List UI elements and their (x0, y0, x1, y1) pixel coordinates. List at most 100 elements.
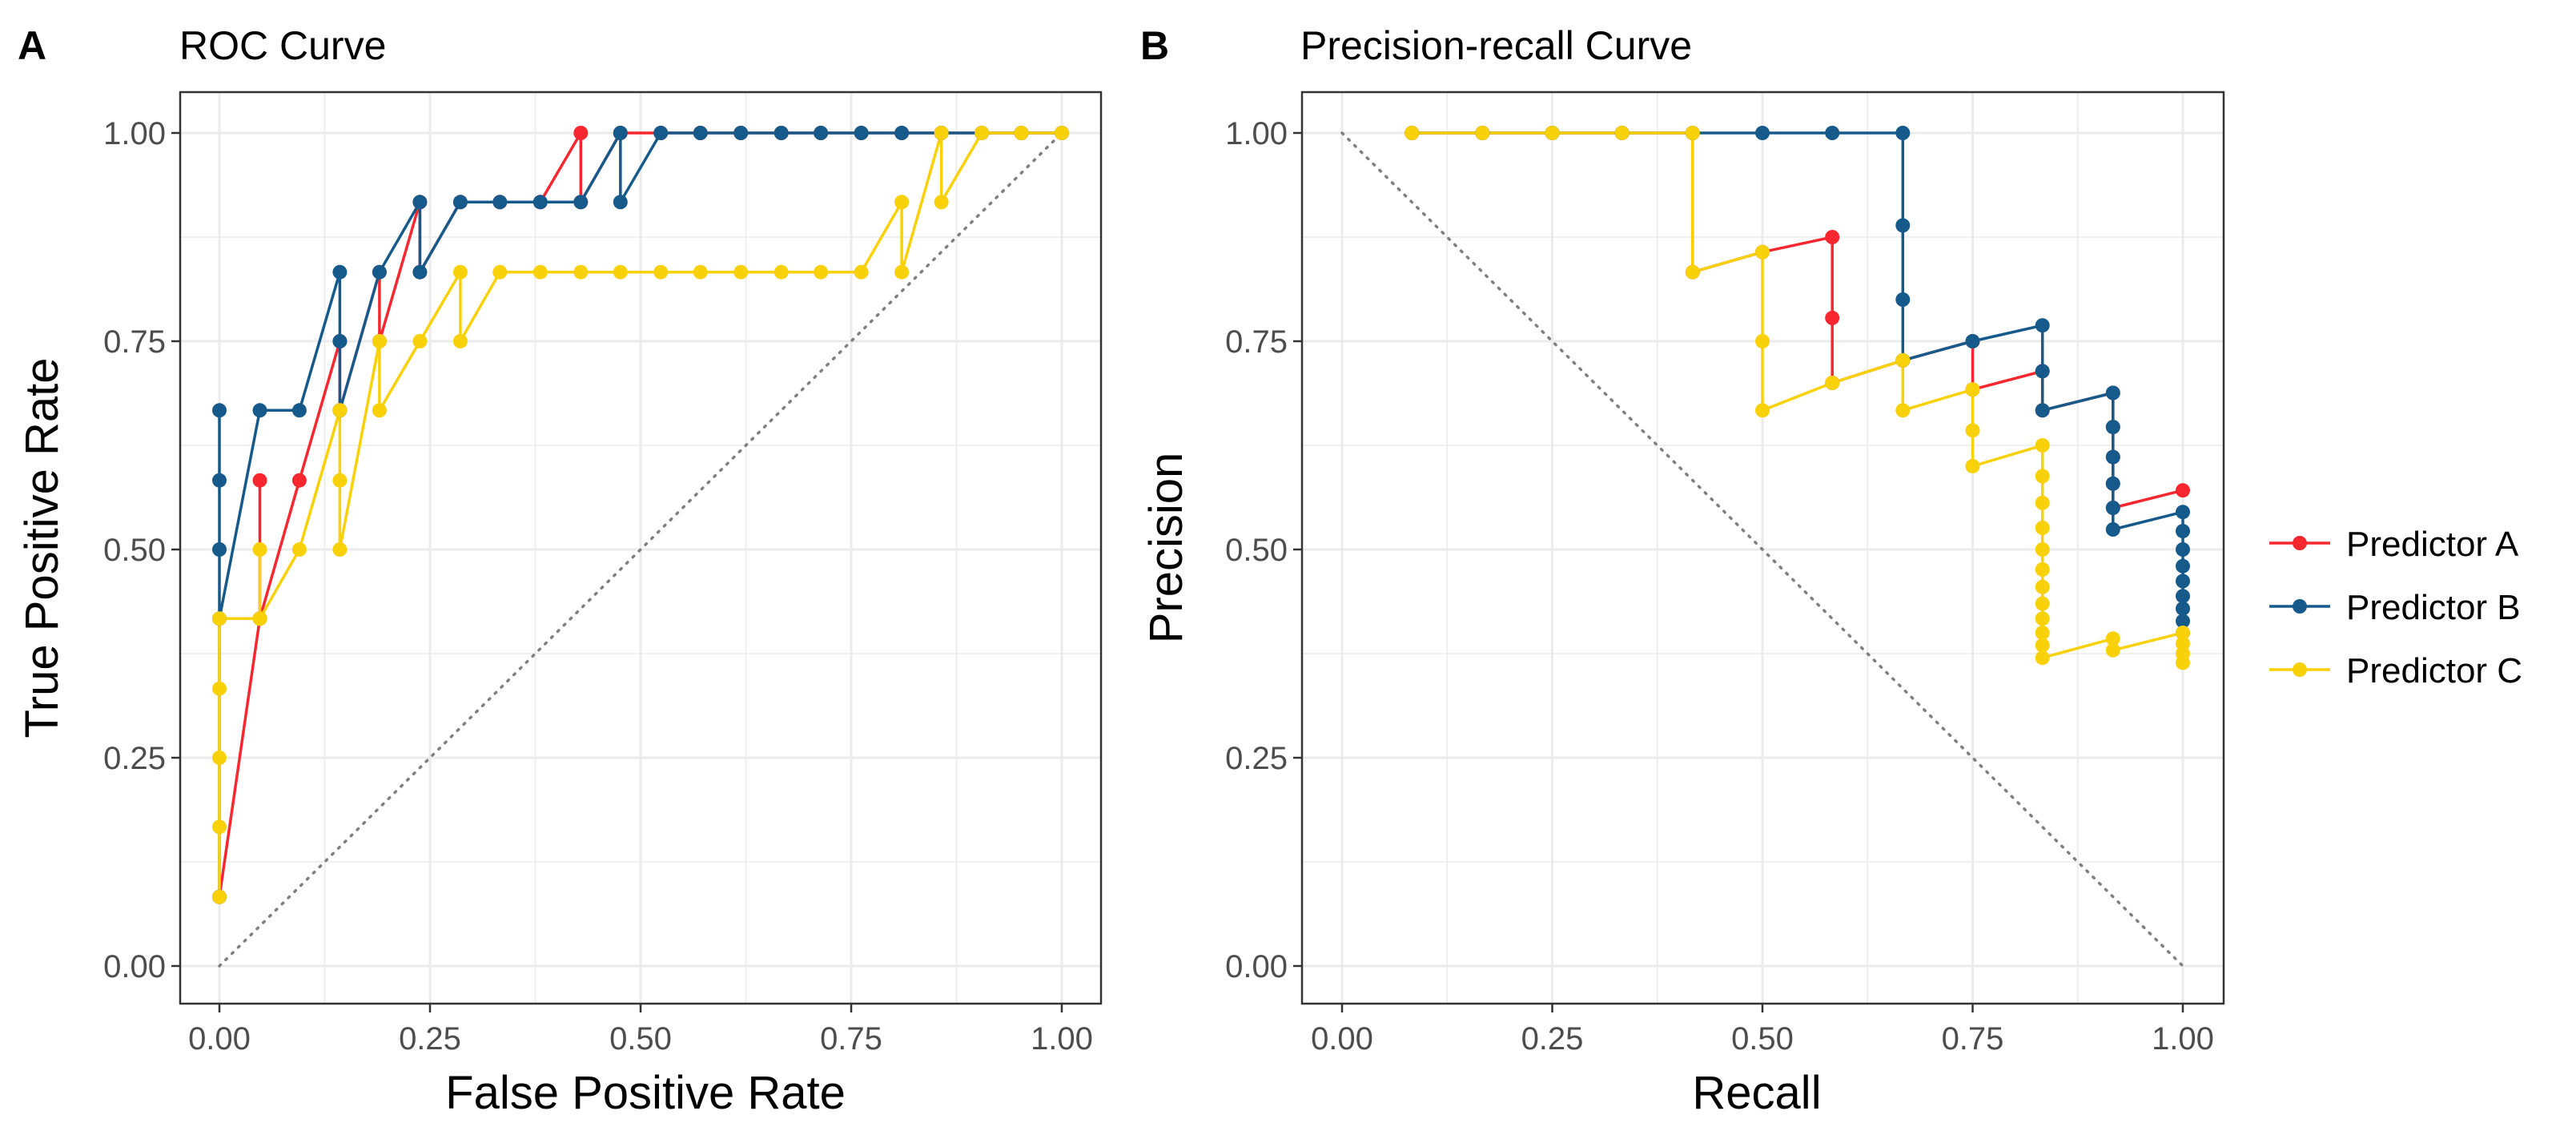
pr-point-predictor-b (2176, 558, 2190, 574)
pr-y-tick-label: 0.50 (1225, 533, 1288, 568)
pr-point-predictor-c (2035, 495, 2050, 510)
pr-point-predictor-b (1895, 126, 1911, 140)
pr-reference-diagonal (1340, 131, 2184, 968)
pr-point-predictor-c (2035, 626, 2050, 640)
roc-point-predictor-c (212, 889, 227, 904)
pr-x-tick-label: 0.25 (1521, 1021, 1584, 1057)
roc-point-predictor-b (212, 473, 227, 488)
roc-plot-area: 0.00 0.25 0.50 0.75 1.00 0.00 0.25 0.50 0.75 1.00 (103, 91, 1103, 1057)
pr-plot-area: 0.00 0.25 0.50 0.75 1.00 0.00 0.25 0.50 0.75 1.00 (1225, 91, 2225, 1057)
roc-series-line-predictor-c (218, 131, 1062, 897)
roc-point-predictor-b (332, 334, 348, 348)
roc-point-predictor-b (492, 195, 508, 210)
pr-point-predictor-c (2176, 636, 2190, 651)
panel-letter-a: A (18, 23, 46, 68)
pr-point-predictor-c (1965, 423, 1980, 438)
pr-chart-title: Precision-recall Curve (1300, 23, 1692, 68)
pr-x-tick-label: 1.00 (2152, 1021, 2214, 1057)
roc-point-predictor-c (814, 264, 829, 280)
roc-x-tick-label: 0.75 (820, 1021, 882, 1057)
roc-point-predictor-c (492, 264, 508, 280)
pr-point-predictor-b (2105, 449, 2120, 465)
pr-x-tick-label: 0.00 (1311, 1021, 1373, 1057)
roc-x-tick-label: 0.00 (188, 1021, 251, 1057)
legend-label-predictor-b: Predictor B (2346, 588, 2521, 627)
roc-point-predictor-b (814, 126, 829, 140)
roc-point-predictor-c (372, 403, 387, 418)
pr-point-predictor-a (1825, 310, 1840, 325)
roc-x-tick-label: 0.25 (399, 1021, 461, 1057)
roc-point-predictor-b (613, 195, 628, 210)
pr-point-predictor-c (2035, 521, 2050, 535)
pr-point-predictor-b (2176, 574, 2190, 589)
roc-panel: A ROC Curve 0.00 0.25 0.50 0.75 1.00 0.00 0.25… (16, 23, 1103, 1119)
roc-y-tick-label: 0.25 (103, 741, 166, 776)
roc-x-tick-label: 0.50 (609, 1021, 672, 1057)
roc-point-predictor-c (774, 264, 789, 280)
pr-point-predictor-b (1965, 334, 1980, 348)
pr-point-predictor-c (1405, 126, 1420, 140)
pr-point-predictor-b (2035, 364, 2050, 379)
pr-y-tick-label: 1.00 (1225, 116, 1288, 151)
roc-y-axis-title: True Positive Rate (16, 358, 68, 739)
roc-reference-diagonal (218, 131, 1063, 968)
pr-x-axis-title: Recall (1692, 1067, 1821, 1119)
pr-point-predictor-c (2105, 642, 2120, 658)
pr-panel: B Precision-recall Curve 0.00 0.25 0.50 0.7… (1140, 23, 2225, 1119)
roc-point-predictor-c (975, 126, 990, 140)
pr-point-predictor-c (2035, 650, 2050, 666)
roc-y-tick-label: 1.00 (103, 116, 166, 151)
pr-point-predictor-b (2176, 614, 2190, 629)
pr-point-predictor-b (2176, 601, 2190, 616)
pr-point-predictor-c (2035, 611, 2050, 626)
roc-point-predictor-b (613, 126, 628, 140)
pr-y-tick-label: 0.25 (1225, 741, 1288, 776)
pr-point-predictor-c (1755, 334, 1770, 348)
pr-point-predictor-c (1545, 126, 1560, 140)
roc-point-predictor-c (332, 542, 348, 557)
pr-point-predictor-c (1755, 244, 1770, 260)
roc-point-predictor-c (532, 264, 548, 280)
pr-point-predictor-b (1895, 292, 1911, 307)
pr-point-predictor-c (1895, 403, 1911, 418)
roc-point-predictor-b (252, 403, 267, 418)
legend-key-point-predictor-a (2293, 536, 2307, 550)
roc-point-predictor-c (332, 403, 348, 418)
roc-point-predictor-b (372, 264, 387, 280)
pr-point-predictor-c (2035, 438, 2050, 453)
legend-key-point-predictor-b (2293, 599, 2307, 614)
pr-point-predictor-c (1965, 459, 1980, 473)
pr-point-predictor-c (1685, 126, 1700, 140)
pr-y-axis-title: Precision (1140, 453, 1192, 644)
pr-point-predictor-b (2105, 476, 2120, 491)
roc-point-predictor-c (894, 264, 910, 280)
roc-point-predictor-c (212, 611, 227, 626)
pr-point-predictor-b (1895, 218, 1911, 233)
pr-point-predictor-c (1614, 126, 1630, 140)
pr-point-predictor-b (2105, 420, 2120, 435)
pr-point-predictor-a (2176, 483, 2190, 498)
pr-point-predictor-b (2105, 385, 2120, 400)
roc-point-predictor-c (252, 542, 267, 557)
pr-point-predictor-c (2035, 579, 2050, 594)
roc-chart-title: ROC Curve (179, 23, 386, 68)
legend-label-predictor-c: Predictor C (2346, 651, 2522, 690)
roc-point-predictor-b (412, 195, 428, 210)
pr-point-predictor-b (2176, 505, 2190, 520)
pr-point-predictor-b (2105, 501, 2120, 515)
pr-y-tick-label: 0.75 (1225, 324, 1288, 360)
legend: Predictor A Predictor B Predictor C (2269, 525, 2522, 690)
pr-point-predictor-b (2035, 403, 2050, 418)
roc-point-predictor-b (452, 195, 468, 210)
roc-y-tick-label: 0.50 (103, 533, 166, 568)
pr-point-predictor-b (1755, 126, 1770, 140)
roc-point-predictor-b (573, 195, 589, 210)
pr-point-predictor-c (2176, 626, 2190, 640)
pr-point-predictor-a (1825, 230, 1840, 244)
legend-label-predictor-a: Predictor A (2346, 525, 2519, 564)
roc-point-predictor-c (733, 264, 749, 280)
pr-point-predictor-b (1825, 126, 1840, 140)
roc-point-predictor-c (894, 195, 910, 210)
pr-x-tick-label: 0.50 (1731, 1021, 1794, 1057)
